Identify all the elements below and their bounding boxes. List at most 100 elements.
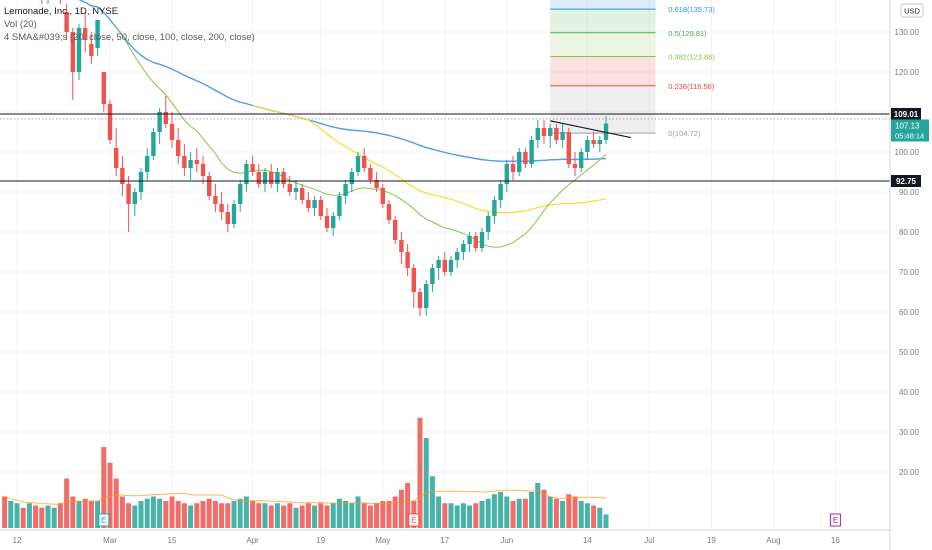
symbol-line[interactable]: Lemonade, Inc., 1D, NYSE <box>4 6 119 17</box>
candle-body <box>455 252 460 260</box>
trendline[interactable] <box>550 120 631 139</box>
x-tick-label: Mar <box>103 536 117 545</box>
candle-body <box>151 132 156 156</box>
candle <box>337 192 342 220</box>
x-tick-label: Apr <box>246 536 259 545</box>
volume-bar <box>479 501 485 528</box>
candle <box>41 0 43 4</box>
candle <box>405 244 410 276</box>
candle-body <box>374 180 379 188</box>
candle <box>318 196 323 220</box>
fib-zone <box>550 32 656 57</box>
candle-body <box>188 160 193 168</box>
earnings-icon[interactable]: E <box>829 513 841 527</box>
x-tick-label: 17 <box>440 536 449 545</box>
candle <box>541 120 547 144</box>
candle <box>572 152 578 176</box>
candle <box>510 156 516 180</box>
candle-body <box>566 132 571 164</box>
volume-bar <box>262 503 268 528</box>
candle-body <box>287 184 292 192</box>
volume-bar <box>2 496 8 528</box>
volume-bar <box>157 498 163 528</box>
sma-legend[interactable]: 4 SMA&#039;s (20, close, 50, close, 100,… <box>4 32 255 43</box>
fib-level-label: 0.382(123.88) <box>668 52 715 61</box>
candle <box>95 20 100 56</box>
fibonacci-retracement[interactable]: 0.786(144.16)0.618(135.73)0.5(129.81)0.3… <box>550 0 715 138</box>
volume-bar <box>355 496 361 528</box>
volume-bar <box>405 483 411 528</box>
price-axis[interactable]: 140.00130.00120.00110.00100.0090.0080.00… <box>889 0 929 550</box>
candle-body <box>114 148 119 168</box>
candle-body <box>120 168 125 184</box>
volume-legend[interactable]: Vol (20) <box>4 19 37 30</box>
volume-bar <box>237 498 243 528</box>
x-tick-label: 19 <box>316 536 325 545</box>
candle <box>548 124 553 148</box>
earnings-icon[interactable]: E <box>408 513 420 527</box>
resistance-price-tag[interactable]: 109.01 <box>891 107 921 120</box>
currency-label[interactable]: USD <box>904 7 920 16</box>
candle-body <box>585 140 590 152</box>
volume-bar <box>119 496 125 528</box>
volume-bar <box>45 505 51 528</box>
candle-body <box>362 156 367 168</box>
x-tick-label: 14 <box>583 536 592 545</box>
support-price-tag[interactable]: 92.75 <box>891 175 921 187</box>
volume-bar <box>268 505 274 528</box>
candle <box>225 204 230 232</box>
candle-body <box>269 172 274 184</box>
volume-bar <box>138 501 144 528</box>
candle-body <box>467 236 472 244</box>
candle <box>145 148 150 180</box>
volume-bar <box>485 498 491 528</box>
volume-bar <box>454 505 460 528</box>
volume-bar <box>113 478 119 528</box>
candle-body <box>486 216 491 232</box>
candle <box>560 124 565 148</box>
volume-bar <box>597 507 603 528</box>
candle-body <box>517 152 522 172</box>
volume-bar <box>374 503 380 528</box>
volume-bar <box>225 503 231 528</box>
candle-body <box>244 164 249 184</box>
volume-bar <box>522 498 528 528</box>
candle <box>393 216 398 244</box>
price-tag-bg <box>891 175 921 187</box>
candle-body <box>461 244 466 252</box>
x-tick-label: 15 <box>168 536 177 545</box>
candle-body <box>76 28 82 72</box>
volume-bar <box>566 494 572 528</box>
volume-bar <box>367 505 373 528</box>
volume-bar <box>293 507 299 528</box>
candle <box>107 100 113 144</box>
candle-body <box>262 172 268 184</box>
volume-bar <box>349 503 355 528</box>
drawings[interactable] <box>0 113 890 182</box>
earnings-box <box>829 513 841 527</box>
volume-bar <box>150 496 156 528</box>
candle <box>207 172 212 200</box>
y-tick-label: 60.00 <box>899 308 920 317</box>
candle-body <box>126 184 131 204</box>
candle-body <box>145 156 150 172</box>
time-axis[interactable]: 12 Mar 15 Apr 19 May 17 Jun 14 Jul 19 Aug 16 <box>0 529 890 545</box>
fib-zone <box>550 0 656 10</box>
candle <box>591 132 596 148</box>
volume-bar <box>541 489 547 528</box>
candle-body <box>386 204 392 220</box>
candle <box>349 168 354 192</box>
candle-body <box>603 123 609 140</box>
volume-bar <box>163 501 169 528</box>
candle <box>566 128 571 168</box>
candle-body <box>132 192 137 204</box>
candle <box>293 180 299 200</box>
candle <box>479 228 485 252</box>
candlesticks <box>41 0 609 316</box>
currency-badge[interactable] <box>900 3 924 18</box>
x-tick-label: 19 <box>707 536 716 545</box>
volume-bar <box>212 501 218 528</box>
earnings-icon[interactable]: E <box>98 513 110 527</box>
